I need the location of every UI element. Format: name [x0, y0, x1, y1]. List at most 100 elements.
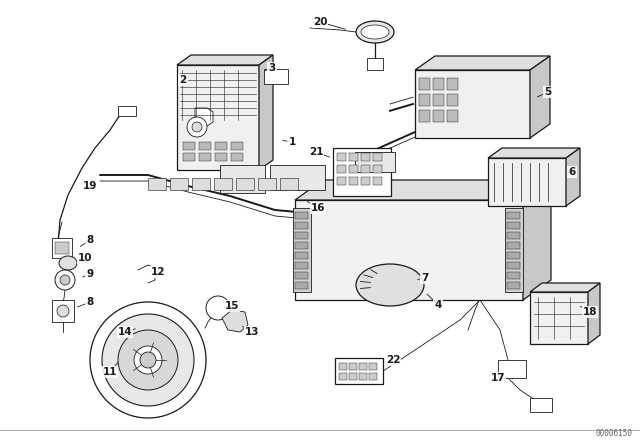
- Bar: [215, 153, 227, 161]
- Text: 1: 1: [289, 137, 296, 147]
- Bar: [373, 177, 382, 185]
- Bar: [507, 232, 520, 239]
- Circle shape: [206, 296, 230, 320]
- Bar: [214, 178, 232, 190]
- Bar: [349, 363, 357, 370]
- Bar: [220, 165, 265, 193]
- Circle shape: [140, 352, 156, 368]
- Bar: [295, 200, 523, 300]
- Bar: [349, 177, 358, 185]
- Bar: [505, 208, 523, 292]
- Bar: [507, 242, 520, 249]
- Bar: [295, 252, 308, 259]
- Polygon shape: [259, 55, 273, 170]
- Bar: [507, 212, 520, 219]
- Polygon shape: [222, 310, 248, 332]
- Bar: [337, 165, 346, 173]
- Bar: [258, 178, 276, 190]
- Bar: [177, 65, 259, 170]
- Polygon shape: [530, 56, 550, 138]
- Bar: [295, 272, 308, 279]
- Bar: [361, 177, 370, 185]
- Text: 3: 3: [268, 63, 276, 73]
- Text: 4: 4: [435, 300, 442, 310]
- Bar: [199, 153, 211, 161]
- Text: 21: 21: [308, 147, 323, 157]
- Bar: [419, 94, 430, 106]
- Bar: [236, 178, 254, 190]
- Polygon shape: [523, 180, 551, 300]
- Bar: [52, 238, 72, 258]
- Text: 8: 8: [86, 297, 93, 307]
- Bar: [361, 165, 370, 173]
- Bar: [295, 232, 308, 239]
- Bar: [373, 153, 382, 161]
- Bar: [507, 252, 520, 259]
- Bar: [447, 110, 458, 122]
- Ellipse shape: [356, 21, 394, 43]
- Circle shape: [118, 330, 178, 390]
- Text: 17: 17: [491, 373, 506, 383]
- Bar: [333, 148, 391, 196]
- Polygon shape: [588, 283, 600, 344]
- Bar: [148, 178, 166, 190]
- Bar: [530, 292, 588, 344]
- Bar: [498, 360, 526, 378]
- Polygon shape: [195, 108, 213, 126]
- Bar: [231, 153, 243, 161]
- Bar: [280, 178, 298, 190]
- Bar: [488, 158, 566, 206]
- Text: 2: 2: [179, 75, 187, 85]
- Bar: [170, 178, 188, 190]
- Ellipse shape: [356, 264, 424, 306]
- Bar: [118, 106, 136, 116]
- Bar: [355, 152, 395, 172]
- Bar: [361, 153, 370, 161]
- Polygon shape: [295, 180, 551, 200]
- Bar: [215, 142, 227, 150]
- Bar: [295, 222, 308, 229]
- Circle shape: [90, 302, 206, 418]
- Bar: [447, 78, 458, 90]
- Bar: [359, 363, 367, 370]
- Text: 11: 11: [103, 367, 117, 377]
- Bar: [433, 110, 444, 122]
- Circle shape: [137, 320, 153, 336]
- Bar: [507, 282, 520, 289]
- Text: 20: 20: [313, 17, 327, 27]
- Bar: [349, 153, 358, 161]
- Circle shape: [55, 270, 75, 290]
- Bar: [339, 373, 347, 380]
- Bar: [231, 142, 243, 150]
- Polygon shape: [415, 56, 550, 70]
- Polygon shape: [530, 283, 600, 292]
- Bar: [369, 363, 377, 370]
- Text: 15: 15: [225, 301, 239, 311]
- Bar: [433, 94, 444, 106]
- Circle shape: [102, 314, 194, 406]
- Bar: [293, 208, 311, 292]
- Bar: [530, 398, 552, 412]
- Text: 6: 6: [568, 167, 575, 177]
- Bar: [264, 69, 288, 84]
- Circle shape: [60, 275, 70, 285]
- Bar: [349, 165, 358, 173]
- Circle shape: [134, 346, 162, 374]
- Bar: [270, 165, 325, 190]
- Text: 18: 18: [583, 307, 597, 317]
- Bar: [373, 165, 382, 173]
- Text: 5: 5: [545, 87, 552, 97]
- Text: 9: 9: [86, 269, 93, 279]
- Bar: [419, 110, 430, 122]
- Text: 22: 22: [386, 355, 400, 365]
- Polygon shape: [177, 55, 273, 65]
- Bar: [447, 94, 458, 106]
- Text: 8: 8: [86, 235, 93, 245]
- Bar: [183, 142, 195, 150]
- Bar: [295, 242, 308, 249]
- Ellipse shape: [361, 25, 389, 39]
- Bar: [295, 282, 308, 289]
- Circle shape: [187, 117, 207, 137]
- Text: 7: 7: [421, 273, 429, 283]
- Text: 00006150: 00006150: [595, 429, 632, 438]
